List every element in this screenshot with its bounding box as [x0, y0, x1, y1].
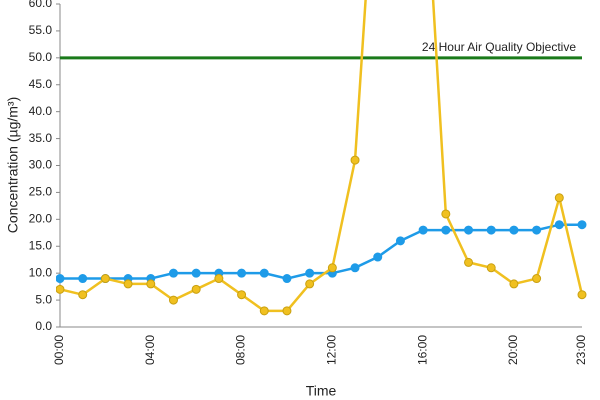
- x-tick-label: 00:00: [52, 335, 66, 365]
- y-tick-label: 5.0: [35, 292, 52, 306]
- data-point: [532, 274, 542, 284]
- y-tick-label: 50.0: [29, 50, 53, 64]
- data-point: [168, 295, 178, 305]
- objective-label: 24 Hour Air Quality Objective: [422, 40, 576, 54]
- data-point: [373, 252, 383, 262]
- data-point: [509, 225, 519, 235]
- data-point: [282, 306, 292, 316]
- data-point: [486, 225, 496, 235]
- y-tick-label: 30.0: [29, 158, 53, 172]
- y-tick-label: 45.0: [29, 77, 53, 91]
- data-point: [56, 274, 65, 284]
- data-point: [282, 274, 292, 284]
- data-point: [259, 306, 269, 316]
- y-tick-label: 40.0: [29, 104, 53, 118]
- series-line: [60, 223, 582, 280]
- y-tick-label: 0.0: [35, 319, 52, 333]
- data-point: [554, 193, 564, 203]
- x-tick-label: 04:00: [143, 335, 157, 365]
- data-point: [577, 290, 587, 300]
- data-point: [554, 220, 564, 230]
- data-point: [441, 209, 451, 219]
- x-tick-label: 08:00: [234, 335, 248, 365]
- data-point: [305, 268, 315, 278]
- data-point: [464, 257, 474, 267]
- data-point: [418, 225, 428, 235]
- y-tick-label: 15.0: [29, 238, 53, 252]
- plot-area: [56, 0, 587, 316]
- data-point: [56, 284, 65, 294]
- y-tick-label: 35.0: [29, 131, 53, 145]
- x-tick-label: 16:00: [415, 335, 429, 365]
- data-point: [100, 274, 110, 284]
- data-point: [191, 268, 201, 278]
- y-tick-label: 20.0: [29, 212, 53, 226]
- y-tick-label: 25.0: [29, 185, 53, 199]
- data-point: [214, 274, 224, 284]
- data-point: [305, 279, 315, 289]
- data-point: [78, 274, 88, 284]
- data-point: [191, 284, 201, 294]
- x-tick-label: 12:00: [325, 335, 339, 365]
- data-point: [78, 290, 88, 300]
- x-tick-label: 23:00: [574, 335, 588, 365]
- data-point: [237, 290, 247, 300]
- x-axis-title: Time: [306, 383, 337, 399]
- data-point: [464, 225, 474, 235]
- data-point: [486, 263, 496, 273]
- data-point: [577, 220, 587, 230]
- y-tick-label: 60.0: [29, 0, 53, 10]
- data-point: [123, 279, 133, 289]
- data-point: [350, 263, 360, 273]
- data-point: [532, 225, 542, 235]
- y-tick-label: 55.0: [29, 23, 53, 37]
- y-axis-title: Concentration (µg/m³): [5, 97, 21, 233]
- data-point: [350, 155, 360, 165]
- y-tick-label: 10.0: [29, 265, 53, 279]
- data-point: [327, 263, 337, 273]
- data-point: [146, 279, 156, 289]
- data-point: [395, 236, 405, 246]
- data-point: [259, 268, 269, 278]
- data-point: [441, 225, 451, 235]
- data-point: [509, 279, 519, 289]
- x-tick-label: 20:00: [506, 335, 520, 365]
- data-point: [168, 268, 178, 278]
- data-point: [237, 268, 247, 278]
